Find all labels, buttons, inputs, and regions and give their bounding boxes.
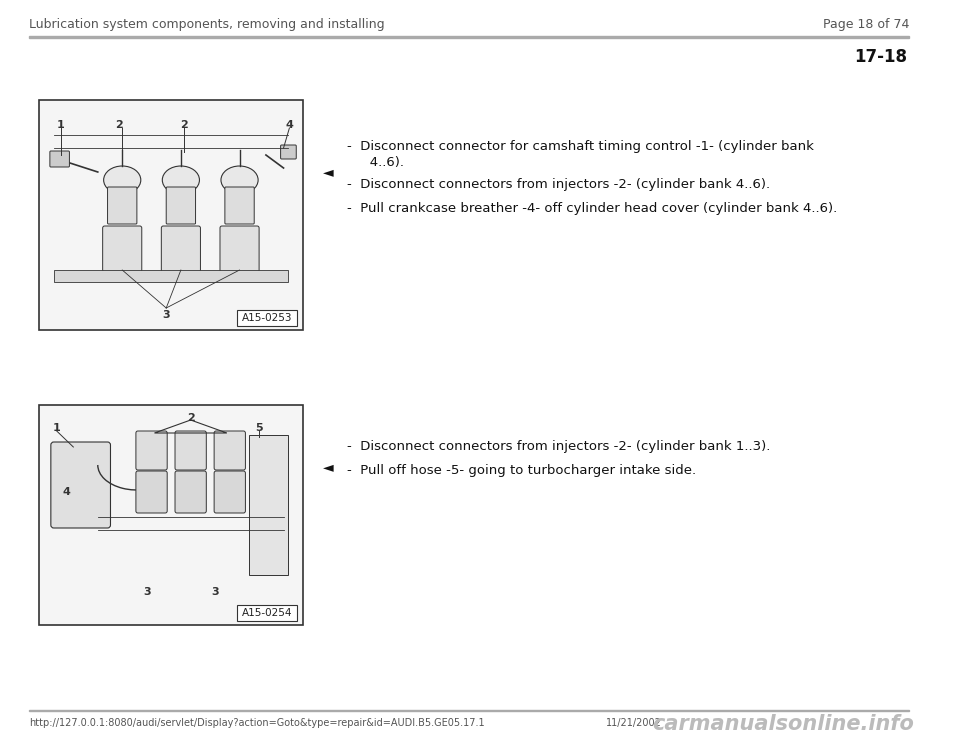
FancyBboxPatch shape: [108, 187, 137, 224]
FancyBboxPatch shape: [175, 471, 206, 513]
FancyBboxPatch shape: [175, 431, 206, 470]
Ellipse shape: [104, 166, 141, 194]
Text: 5: 5: [255, 423, 263, 433]
Bar: [30, 710, 909, 711]
Text: -  Disconnect connectors from injectors -2- (cylinder bank 4..6).: - Disconnect connectors from injectors -…: [348, 178, 770, 191]
Text: 1: 1: [57, 120, 64, 130]
Text: carmanualsonline.info: carmanualsonline.info: [652, 714, 914, 734]
Text: 3: 3: [211, 587, 219, 597]
Text: -  Disconnect connectors from injectors -2- (cylinder bank 1..3).: - Disconnect connectors from injectors -…: [348, 440, 771, 453]
Text: -  Pull crankcase breather -4- off cylinder head cover (cylinder bank 4..6).: - Pull crankcase breather -4- off cylind…: [348, 202, 837, 215]
Text: ◄: ◄: [323, 165, 333, 179]
Text: 2: 2: [180, 120, 188, 130]
Bar: [54, 270, 288, 282]
Text: 1: 1: [53, 423, 60, 433]
Text: ◄: ◄: [323, 460, 333, 474]
FancyBboxPatch shape: [136, 471, 167, 513]
FancyBboxPatch shape: [220, 226, 259, 272]
Text: 17-18: 17-18: [854, 48, 907, 66]
Text: 3: 3: [143, 587, 151, 597]
Bar: [236, 310, 298, 326]
FancyBboxPatch shape: [51, 442, 110, 528]
Text: 2: 2: [187, 413, 195, 423]
FancyBboxPatch shape: [214, 431, 246, 470]
Text: 4..6).: 4..6).: [357, 156, 404, 169]
Text: 3: 3: [162, 310, 170, 320]
FancyBboxPatch shape: [166, 187, 196, 224]
Text: 4: 4: [285, 120, 294, 130]
Text: 2: 2: [115, 120, 123, 130]
Bar: [250, 435, 288, 575]
Text: 11/21/2002: 11/21/2002: [606, 718, 662, 728]
Bar: [39, 100, 303, 330]
Text: A15-0253: A15-0253: [242, 313, 292, 323]
Ellipse shape: [221, 166, 258, 194]
FancyBboxPatch shape: [103, 226, 142, 272]
Text: A15-0254: A15-0254: [242, 608, 292, 618]
Bar: [39, 405, 303, 625]
FancyBboxPatch shape: [280, 145, 297, 159]
FancyBboxPatch shape: [225, 187, 254, 224]
Text: -  Pull off hose -5- going to turbocharger intake side.: - Pull off hose -5- going to turbocharge…: [348, 464, 696, 477]
Text: -  Disconnect connector for camshaft timing control -1- (cylinder bank: - Disconnect connector for camshaft timi…: [348, 140, 814, 153]
Bar: [236, 605, 298, 621]
Text: http://127.0.0.1:8080/audi/servlet/Display?action=Goto&type=repair&id=AUDI.B5.GE: http://127.0.0.1:8080/audi/servlet/Displ…: [30, 718, 485, 728]
Text: 4: 4: [62, 487, 70, 497]
Text: Page 18 of 74: Page 18 of 74: [823, 18, 909, 31]
Ellipse shape: [162, 166, 200, 194]
Text: Lubrication system components, removing and installing: Lubrication system components, removing …: [30, 18, 385, 31]
FancyBboxPatch shape: [136, 431, 167, 470]
Bar: [30, 36, 909, 38]
FancyBboxPatch shape: [214, 471, 246, 513]
FancyBboxPatch shape: [50, 151, 69, 167]
FancyBboxPatch shape: [161, 226, 201, 272]
